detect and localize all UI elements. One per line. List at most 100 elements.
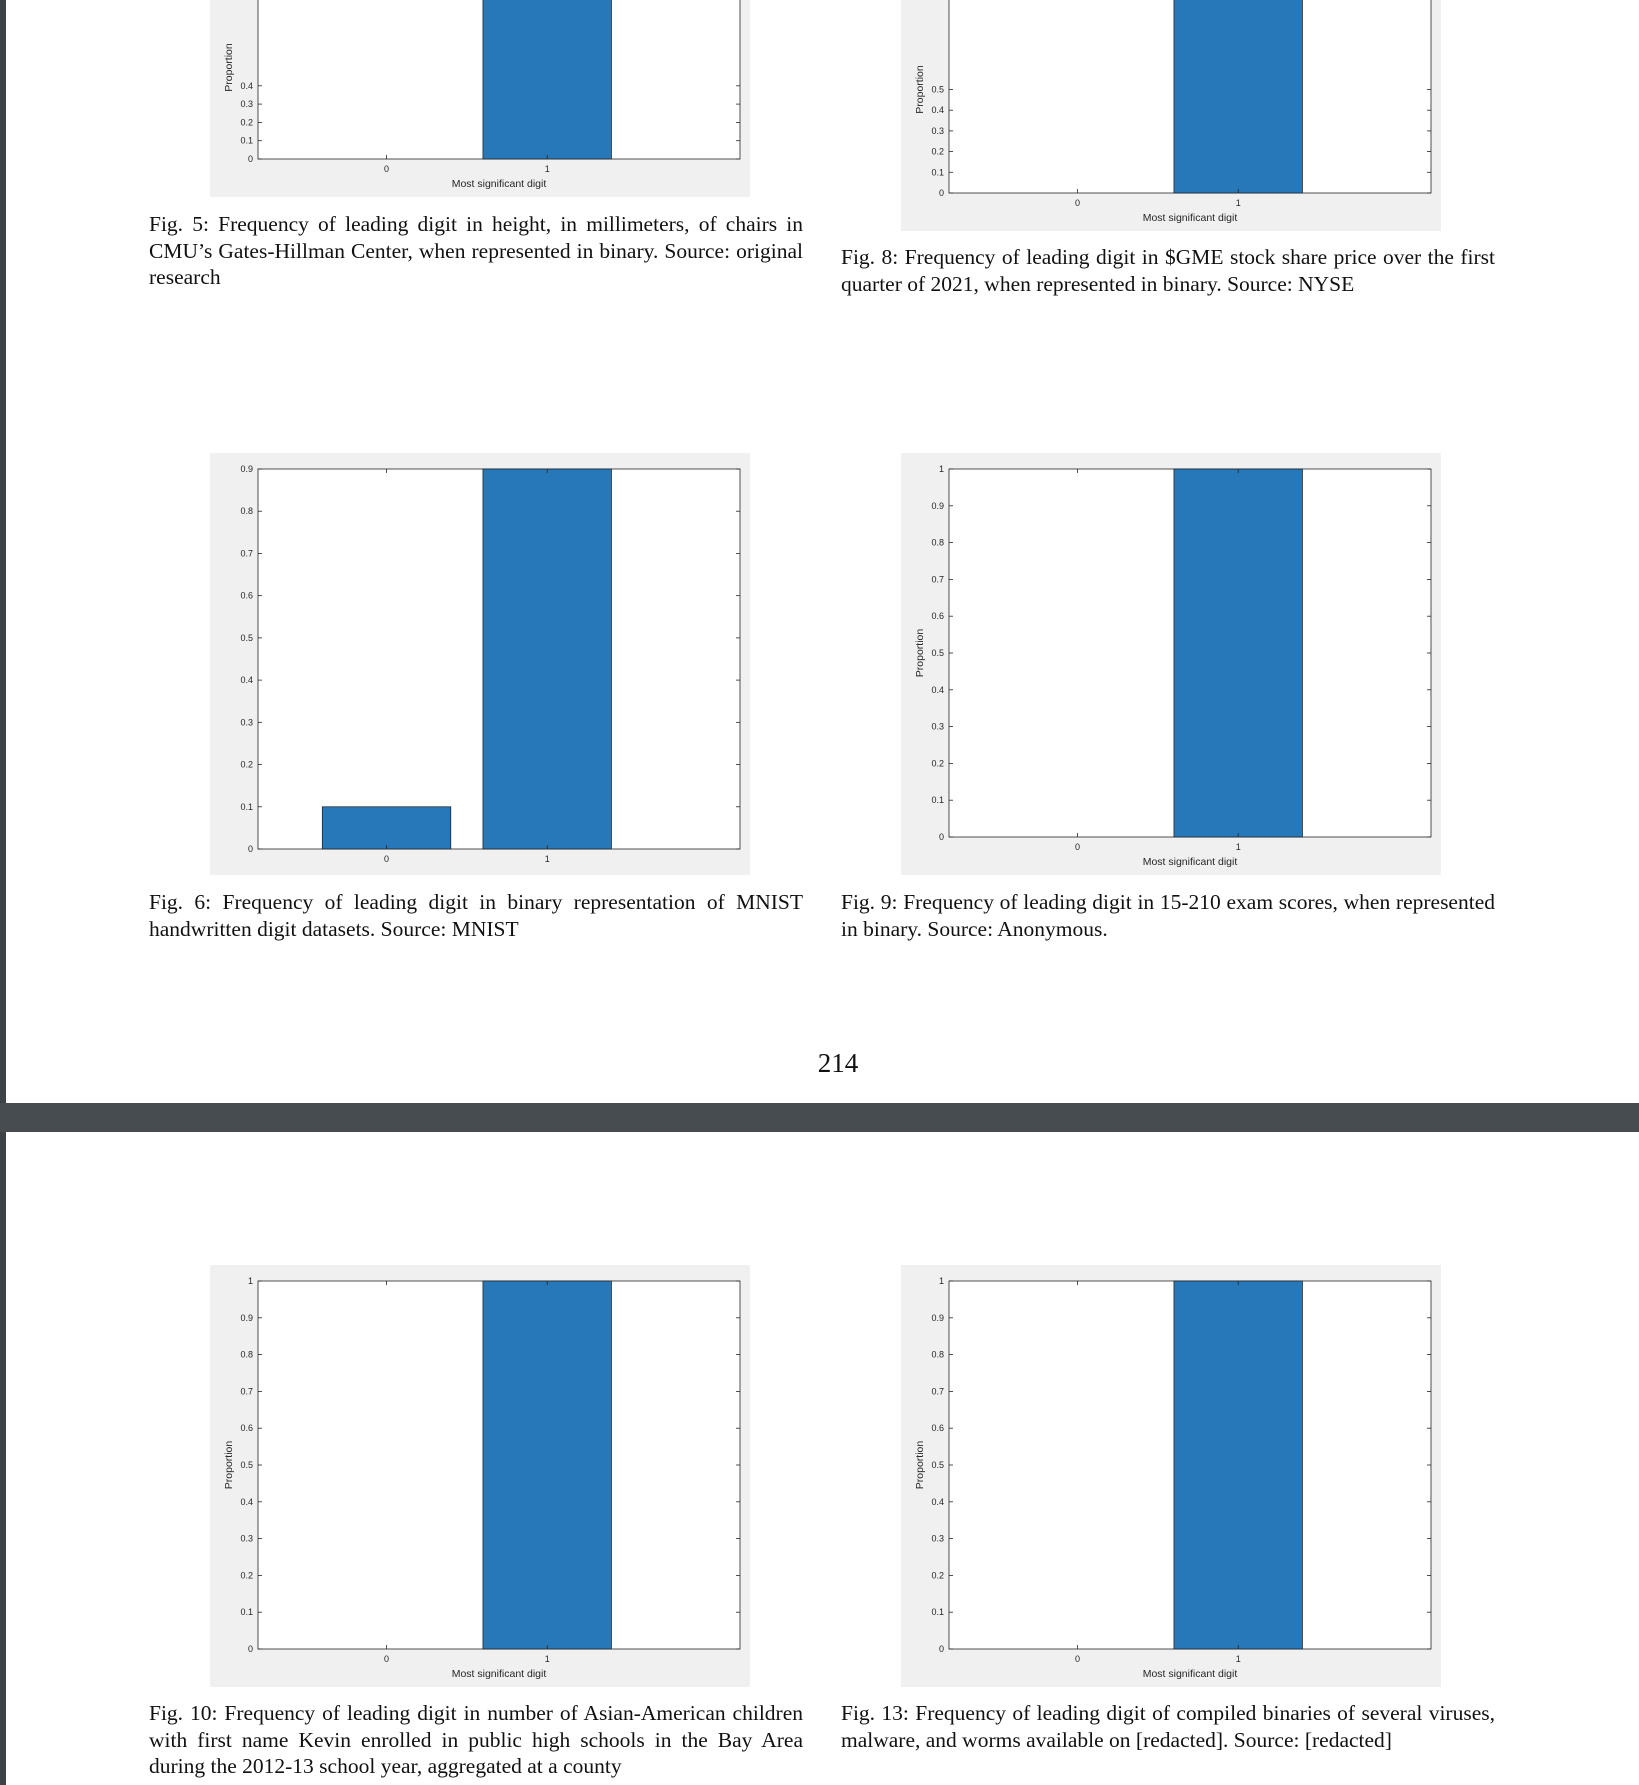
y-tick-label: 0.9 bbox=[240, 1313, 253, 1323]
y-tick-label: 0 bbox=[939, 1644, 944, 1654]
figure-10-chart: 0 0.1 0.2 0.3 0.4 0.5 0.6 0.7 0.8 0.9 1 0 1 Most sign… bbox=[210, 1265, 750, 1687]
y-tick-label: 0.5 bbox=[931, 1460, 944, 1470]
y-tick-label: 0.7 bbox=[240, 1386, 253, 1396]
y-tick-label: 0.2 bbox=[240, 117, 253, 127]
bar-1 bbox=[1173, 1280, 1303, 1650]
y-tick-label: 0.3 bbox=[240, 99, 253, 109]
y-axis-label: Proportion bbox=[223, 43, 235, 92]
figure-6-chart: 0 0.1 0.2 0.3 0.4 0.5 0.6 0.7 0.8 0.9 0 1 bbox=[210, 453, 750, 875]
fig13-svg: 0 0.1 0.2 0.3 0.4 0.5 0.6 0.7 0.8 0.9 1 0 1 Most sign… bbox=[914, 1276, 1432, 1680]
y-tick-label: 0 bbox=[248, 154, 253, 164]
y-tick-label: 0.3 bbox=[240, 717, 253, 727]
y-tick-label: 0.1 bbox=[931, 795, 944, 805]
y-tick-label: 0.8 bbox=[240, 506, 253, 516]
bar-0 bbox=[321, 806, 452, 850]
y-tick-label: 0.1 bbox=[931, 1607, 944, 1617]
y-tick-label: 0.3 bbox=[240, 1534, 253, 1544]
caption-fig5: Fig. 5: Frequency of leading digit in he… bbox=[149, 212, 803, 289]
y-tick-label: 0.7 bbox=[240, 548, 253, 558]
y-tick-label: 0.6 bbox=[931, 611, 944, 621]
x-tick-label: 0 bbox=[384, 164, 389, 174]
x-tick-label: 1 bbox=[1236, 1654, 1241, 1664]
x-tick-label: 1 bbox=[545, 854, 550, 864]
y-tick-label: 0.3 bbox=[931, 1534, 944, 1544]
y-tick-label: 0.4 bbox=[931, 1497, 944, 1507]
y-tick-label: 1 bbox=[248, 1276, 253, 1286]
y-tick-label: 0.3 bbox=[931, 126, 944, 136]
y-tick-label: 0.2 bbox=[931, 758, 944, 768]
y-tick-label: 0.6 bbox=[240, 1423, 253, 1433]
figure-9-chart: 0 0.1 0.2 0.3 0.4 0.5 0.6 0.7 0.8 0.9 1 0 1 Most sign… bbox=[901, 453, 1441, 875]
y-tick-label: 0.3 bbox=[931, 722, 944, 732]
fig6-svg: 0 0.1 0.2 0.3 0.4 0.5 0.6 0.7 0.8 0.9 0 1 bbox=[240, 464, 741, 864]
y-tick-label: 0.5 bbox=[240, 633, 253, 643]
y-tick-label: 0.8 bbox=[931, 1350, 944, 1360]
fig9-svg: 0 0.1 0.2 0.3 0.4 0.5 0.6 0.7 0.8 0.9 1 0 1 Most sign… bbox=[914, 464, 1432, 868]
x-tick-label: 1 bbox=[1236, 842, 1241, 852]
bar-1 bbox=[1173, 0, 1303, 194]
x-tick-label: 0 bbox=[384, 1654, 389, 1664]
x-tick-label: 0 bbox=[384, 854, 389, 864]
y-tick-label: 0.1 bbox=[240, 1607, 253, 1617]
y-tick-label: 0 bbox=[248, 844, 253, 854]
y-tick-label: 0.4 bbox=[931, 105, 944, 115]
x-tick-label: 1 bbox=[545, 1654, 550, 1664]
y-tick-label: 0.8 bbox=[931, 538, 944, 548]
fig8-svg: 0 0.1 0.2 0.3 0.4 0.5 0 1 Most significant digit… bbox=[914, 0, 1432, 224]
page-number: 214 bbox=[817, 1048, 859, 1078]
bar-1 bbox=[482, 1280, 612, 1650]
y-tick-label: 0 bbox=[939, 832, 944, 842]
caption-fig8: Fig. 8: Frequency of leading digit in $G… bbox=[841, 245, 1495, 296]
figure-8-chart: 0 0.1 0.2 0.3 0.4 0.5 0 1 Most significant digit… bbox=[901, 0, 1441, 231]
y-axis-label: Proportion bbox=[914, 629, 926, 678]
y-tick-label: 1 bbox=[939, 1276, 944, 1286]
x-tick-label: 0 bbox=[1075, 842, 1080, 852]
caption-fig13: Fig. 13: Frequency of leading digit of c… bbox=[841, 1701, 1495, 1752]
y-tick-label: 0.9 bbox=[931, 1313, 944, 1323]
y-tick-label: 0.4 bbox=[240, 81, 253, 91]
bar-1 bbox=[482, 468, 612, 850]
caption-fig6: Fig. 6: Frequency of leading digit in bi… bbox=[149, 890, 803, 941]
figure-5-chart: 0 0.1 0.2 0.3 0.4 0 1 Most significant digit Pro… bbox=[210, 0, 750, 197]
x-axis-label: Most significant digit bbox=[1143, 212, 1238, 224]
fig5-svg: 0 0.1 0.2 0.3 0.4 0 1 Most significant digit Pro… bbox=[223, 0, 741, 190]
y-tick-label: 0 bbox=[939, 188, 944, 198]
y-tick-label: 0.6 bbox=[931, 1423, 944, 1433]
x-axis-label: Most significant digit bbox=[1143, 856, 1238, 868]
figure-13-chart: 0 0.1 0.2 0.3 0.4 0.5 0.6 0.7 0.8 0.9 1 0 1 Most sign… bbox=[901, 1265, 1441, 1687]
y-tick-label: 0.2 bbox=[240, 1570, 253, 1580]
x-tick-label: 0 bbox=[1075, 1654, 1080, 1664]
y-tick-label: 0.2 bbox=[931, 1570, 944, 1580]
y-tick-label: 0.6 bbox=[240, 591, 253, 601]
y-tick-label: 0.5 bbox=[931, 85, 944, 95]
x-tick-label: 1 bbox=[545, 164, 550, 174]
y-tick-label: 0.2 bbox=[931, 147, 944, 157]
y-axis-label: Proportion bbox=[914, 65, 926, 114]
bar-1 bbox=[1173, 468, 1303, 838]
pdf-page-214: 0 0.1 0.2 0.3 0.4 0 1 Most significant digit Pro… bbox=[6, 0, 1639, 1103]
pdf-page-next: 0 0.1 0.2 0.3 0.4 0.5 0.6 0.7 0.8 0.9 1 0 1 Most sign… bbox=[6, 1132, 1639, 1785]
y-tick-label: 0.4 bbox=[240, 675, 253, 685]
y-tick-label: 0.5 bbox=[931, 648, 944, 658]
x-axis-label: Most significant digit bbox=[452, 178, 547, 190]
y-tick-label: 0.7 bbox=[931, 574, 944, 584]
y-tick-label: 0.1 bbox=[931, 167, 944, 177]
y-axis-label: Proportion bbox=[914, 1441, 926, 1490]
y-tick-label: 0 bbox=[248, 1644, 253, 1654]
x-tick-label: 0 bbox=[1075, 198, 1080, 208]
y-tick-label: 0.1 bbox=[240, 136, 253, 146]
y-tick-label: 1 bbox=[939, 464, 944, 474]
y-tick-label: 0.4 bbox=[240, 1497, 253, 1507]
y-axis-label: Proportion bbox=[223, 1441, 235, 1490]
y-tick-label: 0.4 bbox=[931, 685, 944, 695]
y-tick-label: 0.1 bbox=[240, 802, 253, 812]
bar-1 bbox=[482, 0, 612, 160]
page-separator bbox=[0, 1103, 1639, 1132]
caption-fig9: Fig. 9: Frequency of leading digit in 15… bbox=[841, 890, 1495, 941]
y-tick-label: 0.8 bbox=[240, 1350, 253, 1360]
x-axis-label: Most significant digit bbox=[1143, 1668, 1238, 1680]
y-tick-label: 0.7 bbox=[931, 1386, 944, 1396]
caption-fig10: Fig. 10: Frequency of leading digit in n… bbox=[149, 1701, 803, 1778]
fig10-svg: 0 0.1 0.2 0.3 0.4 0.5 0.6 0.7 0.8 0.9 1 0 1 Most sign… bbox=[223, 1276, 741, 1680]
x-tick-label: 1 bbox=[1236, 198, 1241, 208]
